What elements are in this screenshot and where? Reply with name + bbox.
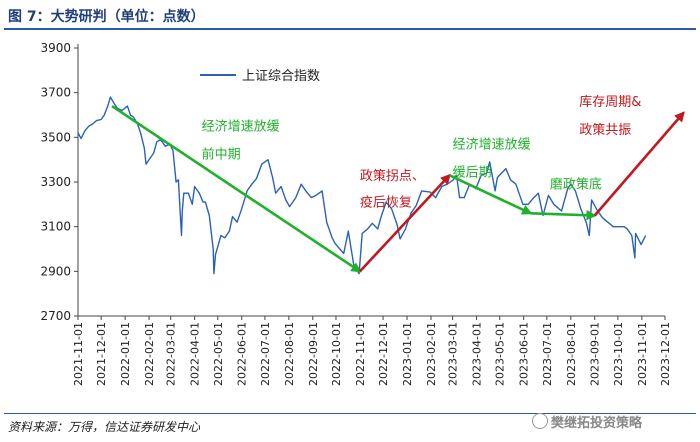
source-note: 资料来源：万得，信达证券研发中心 [8, 420, 201, 434]
y-tick-label: 3300 [40, 175, 71, 189]
watermark: 樊继拓投资策略 [532, 412, 642, 431]
y-tick-label: 3500 [40, 130, 71, 144]
x-tick-label: 2022-03-01 [165, 322, 178, 386]
x-tick-label: 2022-12-01 [377, 322, 390, 386]
trend-arrow-1 [111, 104, 362, 273]
x-tick-label: 2023-03-01 [447, 322, 460, 386]
trend-arrow-3 [448, 174, 533, 215]
source-rule [4, 413, 696, 414]
x-tick-label: 2023-12-01 [659, 322, 672, 386]
x-tick-label: 2022-09-01 [307, 322, 320, 386]
x-tick-label: 2023-02-01 [425, 322, 438, 386]
x-tick-label: 2023-10-01 [612, 322, 625, 386]
y-tick-label: 3100 [40, 220, 71, 234]
annotation-1: 经济增速放缓 [202, 120, 280, 135]
x-tick-label: 2022-02-01 [143, 322, 156, 386]
x-tick-label: 2022-07-01 [259, 322, 272, 386]
x-tick-label: 2023-08-01 [565, 322, 578, 386]
series-line-shanghai-composite [77, 96, 647, 275]
x-tick-label: 2023-07-01 [541, 322, 554, 386]
x-tick-label: 2023-09-01 [589, 322, 602, 386]
annotation-4: 疫后恢复 [360, 195, 412, 211]
figure-title: 图 7：大势研判（单位：点数） [8, 9, 205, 25]
x-tick-label: 2022-01-01 [119, 322, 132, 386]
trend-arrow-2 [358, 173, 451, 273]
y-tick-label: 3900 [40, 41, 71, 55]
title-rule [4, 28, 696, 30]
x-tick-label: 2023-06-01 [518, 322, 531, 386]
trend-arrow-4 [530, 210, 597, 221]
y-tick-label: 2700 [40, 309, 71, 323]
wechat-icon [532, 413, 548, 429]
legend-label: 上证综合指数 [242, 69, 320, 84]
x-tick-label: 2022-08-01 [283, 322, 296, 386]
annotation-6: 缓后期 [453, 165, 492, 180]
annotation-2: 前中期 [202, 147, 241, 163]
x-tick-label: 2022-06-01 [236, 322, 249, 386]
x-tick-label: 2022-05-01 [212, 322, 225, 386]
x-tick-label: 2022-04-01 [189, 322, 202, 386]
x-tick-label: 2022-11-01 [354, 322, 367, 386]
annotation-5: 经济增速放缓 [453, 138, 531, 153]
x-tick-label: 2021-11-01 [72, 322, 85, 386]
x-tick-label: 2023-11-01 [636, 322, 649, 386]
annotation-7: 磨政策底 [550, 177, 602, 193]
y-tick-label: 2900 [40, 264, 71, 278]
x-tick-label: 2023-05-01 [494, 322, 507, 386]
annotation-9: 政策共振 [579, 122, 631, 138]
watermark-text: 樊继拓投资策略 [551, 416, 643, 431]
x-tick-label: 2021-12-01 [95, 322, 108, 386]
chart-svg: 2700 2900 3100 3300 3500 3700 3900 2021-11-01 20… [40, 41, 685, 386]
y-tick-label: 3700 [40, 86, 71, 100]
x-tick-label: 2023-04-01 [471, 322, 484, 386]
trend-arrow-5 [593, 111, 685, 217]
annotation-3: 政策拐点、 [360, 168, 425, 184]
x-tick-label: 2022-10-01 [330, 322, 343, 386]
x-tick-label: 2023-01-01 [401, 322, 414, 386]
annotation-8: 库存周期& [579, 94, 641, 110]
